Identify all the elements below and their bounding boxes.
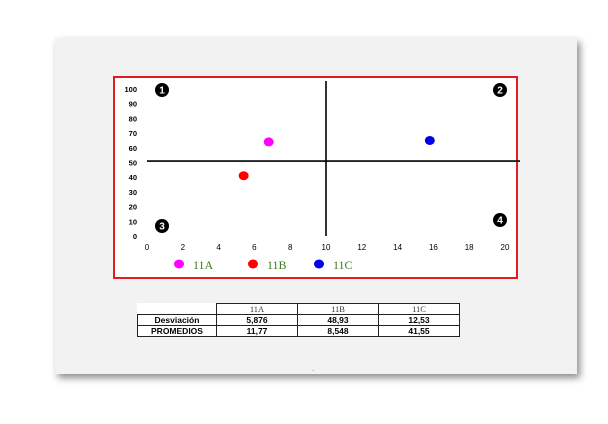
y-tick-label: 20 [129,203,137,212]
y-tick-label: 60 [129,144,137,153]
chart-frame: 0 10 20 30 40 50 60 70 80 90 100 0 2 4 6 8 10 12 14 16 18 20 1… [113,76,520,279]
x-tick-label: 12 [357,243,366,252]
table-row: PROMEDIOS 11,77 8,548 41,55 [137,325,460,337]
table-cell: 48,93 [297,314,379,326]
table-cell: 5,876 [216,314,298,326]
table-corner [138,304,217,315]
data-point-11c [424,135,435,145]
quadrant-label: 1 [159,86,165,97]
quadrant-badge [493,83,507,97]
legend-label-11a: 11A [193,258,214,272]
quadrant-label: 3 [159,222,165,233]
y-tick-label: 0 [133,232,137,241]
table-cell: 41,55 [378,325,460,337]
legend-marker-11c [314,259,324,269]
footer-mark: . [312,364,315,373]
x-tick-label: 18 [465,243,474,252]
x-tick-label: 20 [501,243,510,252]
x-tick-label: 14 [393,243,402,252]
data-point-11a [263,137,274,147]
legend-marker-11a [174,259,184,269]
quadrant-badge [493,213,507,227]
legend-marker-11b [248,259,258,269]
table-cell: 11,77 [216,325,298,337]
table-row: Desviación 5,876 48,93 12,53 [137,314,460,326]
quadrant-badge [155,219,169,233]
quadrant-badge [155,83,169,97]
row-label-promedios: PROMEDIOS [137,325,217,337]
y-tick-label: 50 [129,159,137,168]
summary-table: 11A 11B 11C Desviación 5,876 48,93 12,53… [137,303,460,337]
row-label-desviacion: Desviación [137,314,217,326]
table-cell: 8,548 [297,325,379,337]
y-tick-label: 100 [124,85,137,94]
legend-label-11b: 11B [267,258,287,272]
legend-label-11c: 11C [333,258,353,272]
x-tick-label: 2 [181,243,186,252]
data-point-11b [238,171,249,181]
y-tick-label: 40 [129,173,137,182]
quadrant-label: 4 [497,216,503,227]
y-tick-label: 30 [129,188,137,197]
x-tick-label: 10 [322,243,331,252]
y-tick-label: 70 [129,129,137,138]
x-tick-label: 16 [429,243,438,252]
table-header-11b: 11B [297,303,379,315]
table-header-11c: 11C [378,303,460,315]
y-tick-label: 80 [129,114,137,123]
x-tick-label: 6 [252,243,257,252]
y-tick-label: 90 [129,100,137,109]
y-tick-label: 10 [129,217,137,226]
quadrant-label: 2 [497,86,503,97]
x-tick-label: 8 [288,243,293,252]
table-cell: 12,53 [378,314,460,326]
table-header-row: 11A 11B 11C [138,303,460,315]
x-tick-label: 4 [216,243,221,252]
table-header-11a: 11A [216,303,298,315]
x-tick-label: 0 [145,243,150,252]
